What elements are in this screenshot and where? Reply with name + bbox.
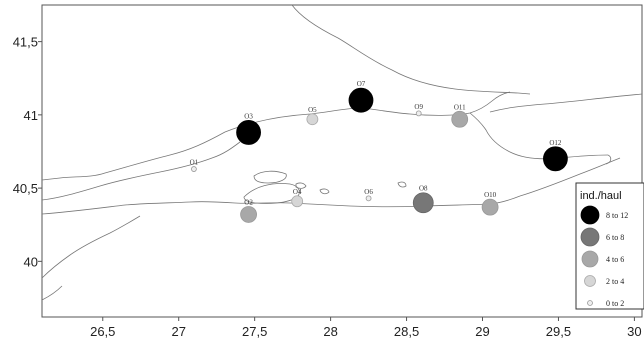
legend-item-label: 4 to 6 bbox=[606, 255, 624, 264]
legend-item-label: 2 to 4 bbox=[606, 277, 624, 286]
station-marker-o10 bbox=[481, 198, 499, 216]
y-axis-ticks: 41,5 41 40,5 40 bbox=[13, 35, 42, 269]
coastline bbox=[41, 4, 643, 301]
station-marker-o2 bbox=[240, 206, 257, 223]
station-marker-o11 bbox=[451, 110, 469, 128]
station-marker-o5 bbox=[306, 113, 319, 126]
legend-item-label: 6 to 8 bbox=[606, 233, 624, 242]
y-tick-label: 41,5 bbox=[13, 35, 38, 50]
station-marker-o12 bbox=[543, 146, 568, 172]
station-marker-o9 bbox=[415, 110, 422, 117]
station-marker-o4 bbox=[291, 195, 304, 208]
station-marker-o8 bbox=[412, 192, 434, 214]
x-tick-label: 27 bbox=[171, 324, 185, 339]
x-tick-label: 27,5 bbox=[242, 324, 267, 339]
station-label-o12: O12 bbox=[549, 139, 562, 147]
plot-frame bbox=[41, 4, 643, 318]
x-tick-label: 29 bbox=[475, 324, 489, 339]
station-markers: O1 O2 O3 O4 O5 O6 O7 O8 O9 O10 O11 O12 bbox=[190, 80, 568, 223]
x-tick-label: 28,5 bbox=[394, 324, 419, 339]
x-tick-label: 29,5 bbox=[546, 324, 571, 339]
legend: ind./haul 8 to 12 6 to 8 4 to 6 2 to 4 0 to … bbox=[575, 182, 644, 310]
legend-swatch bbox=[584, 275, 596, 287]
legend-swatch bbox=[581, 250, 599, 268]
y-tick-label: 41 bbox=[24, 108, 38, 123]
legend-items: 8 to 12 6 to 8 4 to 6 2 to 4 0 to 2 bbox=[580, 205, 628, 308]
legend-swatch bbox=[587, 300, 593, 306]
station-label-o11: O11 bbox=[454, 103, 466, 111]
station-label-o8: O8 bbox=[419, 185, 428, 193]
x-tick-label: 28 bbox=[323, 324, 337, 339]
legend-swatch bbox=[580, 227, 600, 247]
station-label-o9: O9 bbox=[414, 103, 423, 111]
x-axis-ticks: 26,5 27 27,5 28 28,5 29 29,5 30 bbox=[90, 317, 642, 339]
x-tick-label: 30 bbox=[627, 324, 641, 339]
station-label-o10: O10 bbox=[484, 191, 497, 199]
legend-item-label: 0 to 2 bbox=[606, 299, 624, 308]
station-label-o4: O4 bbox=[293, 188, 302, 196]
y-tick-label: 40 bbox=[24, 254, 38, 269]
y-tick-label: 40,5 bbox=[13, 181, 38, 196]
station-label-o3: O3 bbox=[244, 112, 253, 120]
station-marker-o6 bbox=[365, 195, 372, 202]
legend-item-label: 8 to 12 bbox=[606, 211, 628, 220]
station-label-o5: O5 bbox=[308, 106, 317, 114]
station-label-o6: O6 bbox=[364, 188, 373, 196]
legend-swatch bbox=[580, 205, 600, 225]
station-marker-o3 bbox=[236, 120, 261, 145]
x-tick-label: 26,5 bbox=[90, 324, 115, 339]
station-marker-o1 bbox=[190, 166, 197, 172]
legend-title: ind./haul bbox=[580, 190, 622, 202]
station-label-o1: O1 bbox=[190, 159, 199, 167]
station-label-o7: O7 bbox=[357, 80, 366, 88]
station-label-o2: O2 bbox=[244, 198, 253, 206]
station-marker-o7 bbox=[348, 87, 374, 113]
